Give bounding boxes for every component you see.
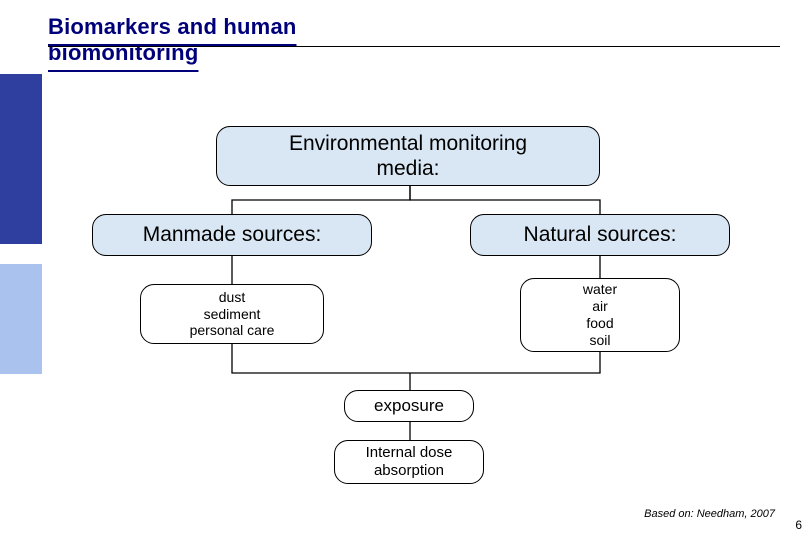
sidebar-block-light xyxy=(0,264,42,374)
node-natural_items: waterairfoodsoil xyxy=(520,278,680,352)
node-exposure-line: exposure xyxy=(374,396,444,416)
node-env: Environmental monitoringmedia: xyxy=(216,126,600,186)
node-exposure: exposure xyxy=(344,390,474,422)
node-natural_items-line: water xyxy=(583,281,617,298)
node-natural_items-line: air xyxy=(592,298,608,315)
node-natural: Natural sources: xyxy=(470,214,730,256)
sidebar xyxy=(0,74,42,515)
node-internal: Internal doseabsorption xyxy=(334,440,484,484)
page-title: Biomarkers and human biomonitoring xyxy=(48,14,810,66)
node-natural-line: Natural sources: xyxy=(524,222,677,247)
node-manmade_items-line: sediment xyxy=(204,306,261,323)
node-manmade_items: dustsedimentpersonal care xyxy=(140,284,324,344)
node-env-line: Environmental monitoring xyxy=(289,131,527,156)
node-natural_items-line: soil xyxy=(589,332,610,349)
node-manmade: Manmade sources: xyxy=(92,214,372,256)
node-manmade_items-line: dust xyxy=(219,289,245,306)
node-env-line: media: xyxy=(376,156,439,181)
node-internal-line: Internal dose xyxy=(366,444,453,462)
connector xyxy=(232,186,410,214)
node-manmade_items-line: personal care xyxy=(190,322,275,339)
page-number: 6 xyxy=(795,518,802,532)
node-manmade-line: Manmade sources: xyxy=(143,222,322,247)
node-natural_items-line: food xyxy=(586,315,613,332)
title-underline xyxy=(48,46,780,47)
node-internal-line: absorption xyxy=(374,462,444,480)
attribution-text: Based on: Needham, 2007 xyxy=(644,508,775,520)
connector xyxy=(410,186,600,214)
sidebar-block-dark xyxy=(0,74,42,244)
